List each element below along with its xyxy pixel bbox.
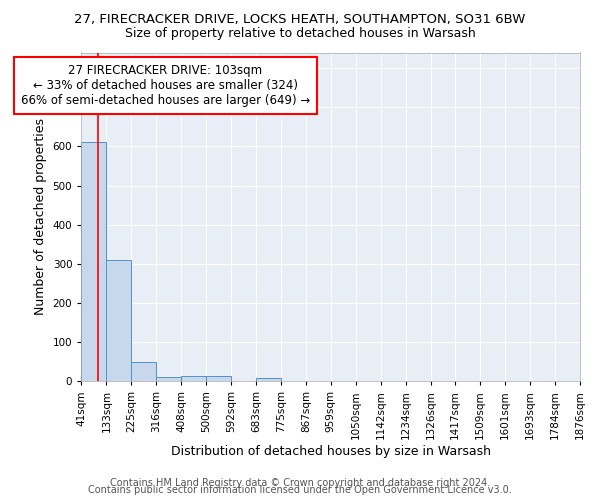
Bar (181, 376, 206, 381)
Text: Contains HM Land Registry data © Crown copyright and database right 2024.: Contains HM Land Registry data © Crown c… (110, 478, 490, 488)
Bar (156, 378, 181, 381)
Text: 27 FIRECRACKER DRIVE: 103sqm
← 33% of detached houses are smaller (324)
66% of s: 27 FIRECRACKER DRIVE: 103sqm ← 33% of de… (20, 64, 310, 108)
Bar (206, 376, 231, 381)
Y-axis label: Number of detached properties: Number of detached properties (34, 118, 47, 316)
X-axis label: Distribution of detached houses by size in Warsash: Distribution of detached houses by size … (170, 444, 491, 458)
Text: Size of property relative to detached houses in Warsash: Size of property relative to detached ho… (125, 28, 475, 40)
Bar (82, 142, 106, 381)
Text: Contains public sector information licensed under the Open Government Licence v3: Contains public sector information licen… (88, 485, 512, 495)
Bar (106, 260, 131, 381)
Bar (256, 378, 281, 381)
Bar (131, 362, 156, 381)
Text: 27, FIRECRACKER DRIVE, LOCKS HEATH, SOUTHAMPTON, SO31 6BW: 27, FIRECRACKER DRIVE, LOCKS HEATH, SOUT… (74, 12, 526, 26)
